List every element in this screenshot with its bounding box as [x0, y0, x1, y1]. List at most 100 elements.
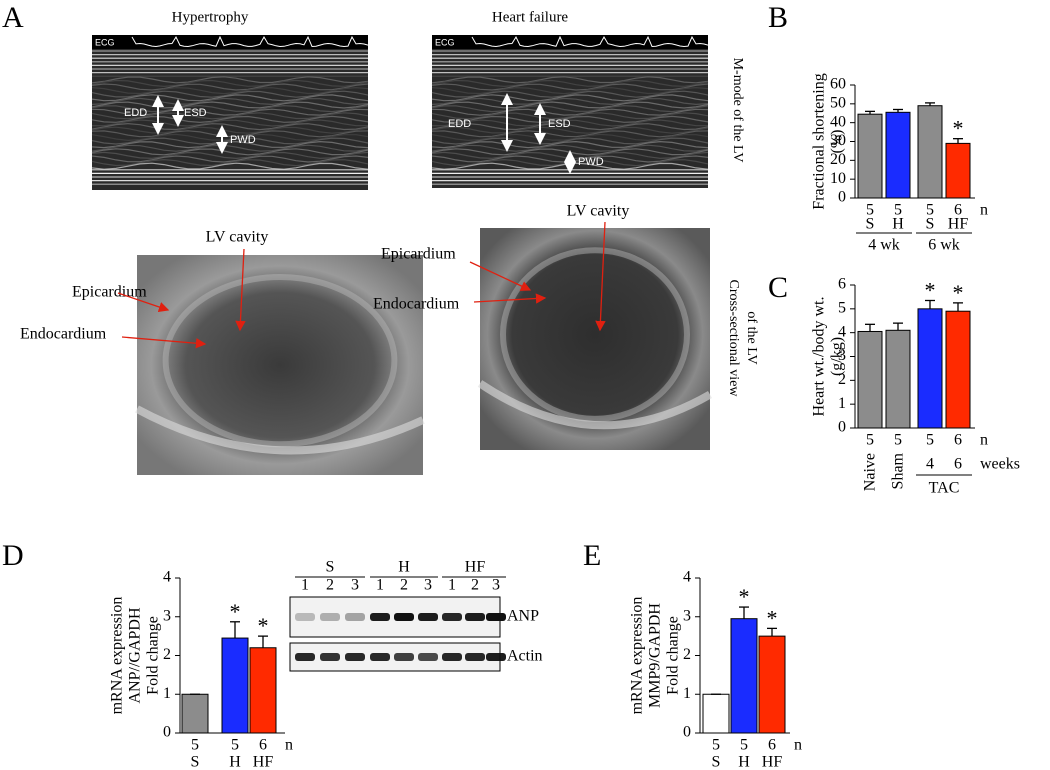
y-axis-label: Fold change	[145, 616, 162, 695]
group-label: 6 wk	[928, 237, 960, 254]
y-axis-label: (g/kg)	[829, 337, 846, 376]
mmode-texture	[91, 94, 369, 102]
lane-number: 1	[301, 577, 309, 594]
bar	[917, 308, 943, 429]
ecg-trace	[131, 35, 369, 48]
y-tick-label: 30	[830, 132, 846, 149]
blot-band	[295, 653, 315, 661]
blot-band	[418, 653, 438, 661]
image-label: PWD	[578, 156, 604, 168]
significance-marker: *	[953, 280, 964, 305]
bar	[181, 693, 209, 734]
mmode-texture	[91, 137, 369, 145]
y-tick-label: 2	[163, 646, 171, 663]
mmode-texture	[431, 104, 709, 113]
significance-marker: *	[953, 116, 964, 141]
cross-texture	[135, 405, 425, 455]
blot-band	[295, 613, 315, 621]
mmode-texture	[431, 76, 709, 84]
mmode-texture	[431, 112, 709, 120]
n-label: 5	[866, 202, 874, 219]
n-label: 6	[768, 737, 776, 754]
image-label: LV cavity	[567, 203, 630, 220]
image-label: ECG	[435, 37, 455, 47]
significance-marker: *	[739, 584, 750, 609]
n-label: 6	[954, 432, 962, 449]
significance-marker: *	[767, 605, 778, 630]
blot-band	[442, 613, 462, 621]
n-label: 5	[894, 202, 902, 219]
y-tick-label: 4	[163, 569, 171, 586]
blot-band	[486, 613, 506, 621]
image-label: ECG	[95, 37, 115, 47]
y-tick-label: 0	[838, 419, 846, 436]
mmode-texture	[91, 158, 369, 167]
bar	[249, 647, 277, 734]
unit-label: weeks	[980, 456, 1020, 473]
y-tick-label: 60	[830, 76, 846, 93]
image-label: EDD	[124, 107, 147, 119]
x-tick-label: S	[712, 754, 721, 770]
blot-band	[394, 613, 414, 621]
n-label: 5	[712, 737, 720, 754]
n-header: n	[794, 737, 802, 754]
x-tick-label: H	[892, 216, 904, 233]
mmode-texture	[431, 86, 709, 95]
mmode-texture	[91, 79, 369, 88]
y-tick-label: 1	[163, 685, 171, 702]
x-tick-label: 4	[926, 456, 934, 473]
blot-band	[442, 653, 462, 661]
mmode-texture	[431, 101, 709, 109]
blot-group: S	[326, 559, 335, 576]
pointer-arrow	[121, 336, 207, 349]
n-label: 5	[926, 432, 934, 449]
mmode-texture	[91, 144, 369, 152]
bar	[221, 637, 249, 734]
image-label: Epicardium	[72, 284, 147, 301]
mmode-texture	[431, 137, 709, 145]
panel-label: E	[583, 539, 601, 572]
y-tick-label: 0	[163, 724, 171, 741]
mmode-texture	[91, 155, 369, 163]
mmode-texture	[91, 108, 369, 116]
x-tick-label: HF	[253, 754, 274, 770]
bar	[857, 330, 883, 429]
y-axis-label: MMP9/GAPDH	[647, 603, 664, 708]
y-tick-label: 50	[830, 95, 846, 112]
y-tick-label: 3	[163, 607, 171, 624]
n-label: 6	[259, 737, 267, 754]
y-axis-label: (%)	[829, 130, 846, 154]
n-header: n	[980, 432, 988, 449]
bar	[885, 111, 911, 199]
blot-band	[465, 653, 485, 661]
bar	[917, 105, 943, 199]
side-label: of the LV	[744, 311, 759, 364]
mmode-texture	[91, 83, 369, 91]
blot-band	[394, 653, 414, 661]
x-tick-label: HF	[762, 754, 783, 770]
lane-number: 3	[492, 577, 500, 594]
n-label: 5	[926, 202, 934, 219]
y-tick-label: 1	[838, 395, 846, 412]
y-tick-label: 4	[683, 569, 691, 586]
y-tick-label: 5	[838, 300, 846, 317]
y-tick-label: 3	[838, 347, 846, 364]
y-tick-label: 40	[830, 113, 846, 130]
mmode-texture	[91, 151, 369, 160]
bar	[702, 693, 730, 734]
mmode-texture	[91, 112, 369, 120]
n-label: 5	[894, 432, 902, 449]
lane-number: 1	[376, 577, 384, 594]
mmode-texture	[91, 148, 369, 156]
cross-texture	[477, 380, 713, 430]
mmode-texture	[91, 101, 369, 109]
mmode-texture	[431, 144, 709, 152]
bar	[730, 618, 758, 734]
blot-band	[418, 613, 438, 621]
side-label: M-mode of the LV	[730, 58, 745, 163]
mmode-texture	[91, 133, 369, 142]
blot-group: HF	[465, 559, 486, 576]
mmode-texture	[432, 119, 708, 127]
n-header: n	[285, 737, 293, 754]
